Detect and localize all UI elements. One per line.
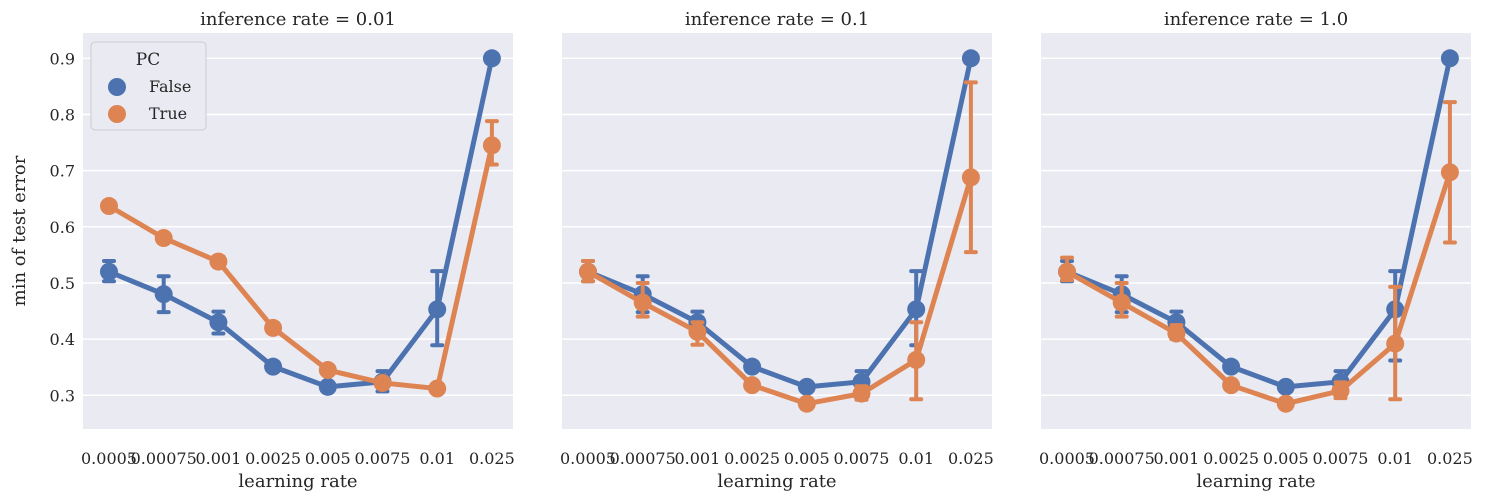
data-point [907,350,926,369]
y-tick-label: 0.8 [50,105,75,124]
x-tick-label: 0.0075 [834,449,890,468]
y-tick-label: 0.6 [50,218,75,237]
data-point [154,229,173,248]
x-tick-label: 0.0025 [724,449,780,468]
data-point [961,49,980,68]
data-point [482,49,501,68]
series-false [100,49,501,396]
data-point [209,252,228,271]
data-point [797,394,816,413]
panels-group: 0.3 0.4 0.5 0.6 0.7 0.8 0.9 inference rate = 0.… [9,9,1473,492]
series-line [585,55,974,390]
data-point [579,262,597,281]
data-point [743,357,762,376]
x-tick-label: 0.01 [419,449,455,468]
x-tick-label: 0.00075 [610,449,676,468]
data-point [907,300,926,319]
x-tick-label: 0.0005 [1039,449,1095,468]
x-tick-label: 0.025 [469,449,515,468]
x-tick-label: 0.0075 [355,449,411,468]
y-tick-label: 0.9 [50,49,75,68]
data-point [373,373,392,392]
data-point [428,300,447,319]
data-point [1222,357,1241,376]
x-tick-label: 0.01 [898,449,934,468]
data-point [1440,163,1459,182]
data-point [1112,293,1131,312]
series-line [585,174,974,407]
x-tick-label: 0.005 [784,449,830,468]
series-line [106,55,495,390]
y-tick-label: 0.4 [50,330,75,349]
data-point [482,136,501,155]
x-tick-label: 0.0025 [1203,449,1259,468]
legend-title: PC [136,50,160,70]
data-point [1331,381,1350,400]
legend-marker-true [108,105,126,123]
x-tick-label: 0.025 [1427,449,1473,468]
data-point [1276,377,1295,396]
data-point [1058,262,1076,281]
legend-label-false: False [149,77,191,96]
x-axis-label: learning rate [1196,471,1315,492]
x-tick-label: 0.001 [1153,449,1199,468]
panel-background [1041,33,1471,429]
data-point [633,293,652,312]
series-true [579,80,980,413]
x-tick-label: 0.0005 [560,449,616,468]
series-line [106,142,495,392]
x-tick-label: 0.00075 [131,449,197,468]
legend-marker-false [108,78,126,96]
data-point [1167,324,1186,343]
series-line [1064,55,1453,390]
panel-title: inference rate = 1.0 [1164,9,1348,30]
data-point [852,384,871,403]
data-point [100,262,118,281]
y-tick-label: 0.5 [50,274,75,293]
x-tick-label: 0.005 [305,449,351,468]
y-tick-label: 0.7 [50,162,75,181]
x-tick-label: 0.001 [195,449,241,468]
panel-1: 0.3 0.4 0.5 0.6 0.7 0.8 0.9 inference rate = 0.… [9,9,515,492]
data-point [100,197,118,216]
data-point [428,379,447,398]
panel-background [562,33,992,429]
data-point [264,318,283,337]
series-true [1058,100,1459,413]
data-point [743,376,762,395]
data-point [1222,376,1241,395]
data-point [1386,334,1405,353]
y-tick-label: 0.3 [50,386,75,405]
data-point [318,377,337,396]
panel-title: inference rate = 0.1 [685,9,869,30]
x-axis-label: learning rate [717,471,836,492]
data-point [961,168,980,187]
x-tick-label: 0.0025 [245,449,301,468]
x-tick-label: 0.00075 [1089,449,1155,468]
legend: PC False True [90,41,207,131]
x-tick-label: 0.01 [1377,449,1413,468]
panel-title: inference rate = 0.01 [200,9,396,30]
x-tick-label: 0.001 [674,449,720,468]
data-point [1276,394,1295,413]
data-point [797,377,816,396]
data-point [1440,49,1459,68]
data-point [688,322,707,341]
x-tick-label: 0.005 [1263,449,1309,468]
data-point [318,361,337,380]
data-point [209,313,228,332]
x-tick-label: 0.025 [948,449,994,468]
y-axis-label: min of test error [9,155,30,306]
x-tick-label: 0.0005 [81,449,137,468]
data-point [264,357,283,376]
legend-label-true: True [149,104,187,123]
series-line [1064,169,1453,407]
data-point [154,285,173,304]
series-true [100,119,501,398]
x-tick-label: 0.0075 [1313,449,1369,468]
x-axis-label: learning rate [238,471,357,492]
